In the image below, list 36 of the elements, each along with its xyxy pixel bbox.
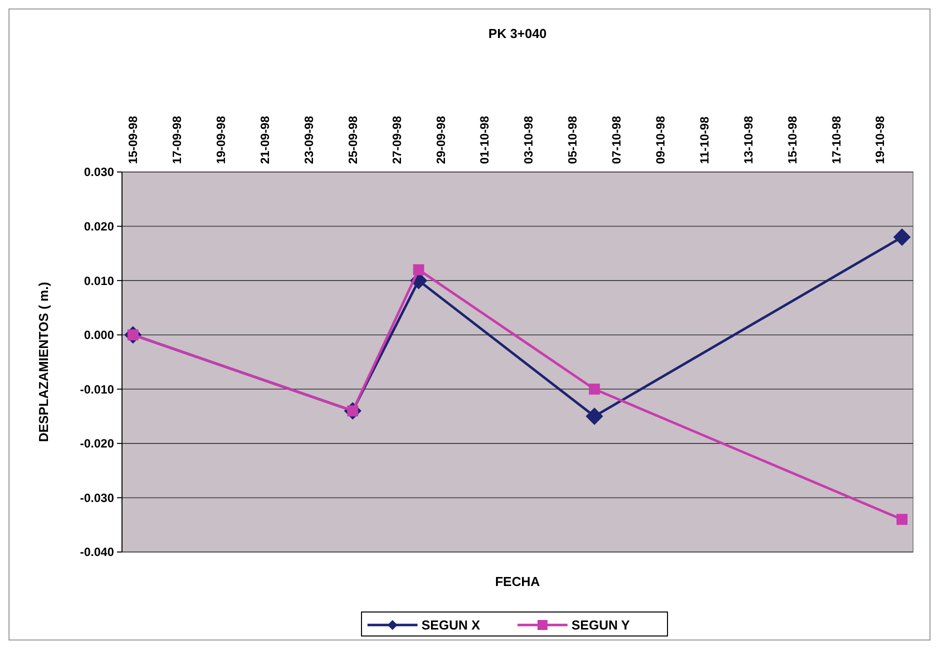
y-tick-label: -0.010 bbox=[80, 382, 114, 396]
x-tick-label: 25-09-98 bbox=[346, 116, 360, 164]
x-tick-label: 15-10-98 bbox=[785, 116, 800, 164]
x-tick-label: 19-10-98 bbox=[873, 116, 888, 164]
legend-label: SEGUN Y bbox=[572, 618, 630, 633]
x-tick-label: 29-09-98 bbox=[434, 116, 448, 164]
x-tick-label: 21-09-98 bbox=[258, 116, 272, 164]
y-tick-label: 0.010 bbox=[84, 274, 114, 288]
x-tick-label: 11-10-98 bbox=[697, 116, 712, 164]
point bbox=[896, 514, 908, 525]
x-tick-label: 07-10-98 bbox=[610, 116, 624, 164]
point bbox=[588, 384, 600, 395]
x-tick-label: 27-09-98 bbox=[390, 116, 404, 164]
point bbox=[586, 408, 603, 425]
x-tick-label: 13-10-98 bbox=[741, 116, 756, 164]
y-tick-label: -0.020 bbox=[80, 436, 114, 451]
y-tick-label: -0.030 bbox=[80, 490, 114, 505]
x-tick-label: 17-10-98 bbox=[829, 116, 844, 164]
x-tick-label: 19-09-98 bbox=[214, 116, 228, 164]
x-tick-label: 23-09-98 bbox=[302, 116, 316, 164]
x-tick-label: 09-10-98 bbox=[654, 116, 668, 164]
point bbox=[413, 264, 424, 276]
y-axis-title: DESPLAZAMIENTOS ( m.) bbox=[36, 282, 51, 442]
x-tick-label: 05-10-98 bbox=[566, 116, 580, 164]
chart-title: PK 3+040 bbox=[488, 26, 547, 41]
x-tick-label: 15-09-98 bbox=[126, 116, 140, 164]
y-tick-label: 0.030 bbox=[84, 165, 114, 180]
y-tick-label: 0.020 bbox=[84, 219, 114, 234]
x-tick-label: 03-10-98 bbox=[522, 116, 536, 164]
point bbox=[894, 228, 911, 246]
y-tick-label: 0.000 bbox=[84, 328, 114, 342]
x-axis-title: FECHA bbox=[495, 574, 540, 589]
x-tick-label: 01-10-98 bbox=[478, 116, 492, 164]
x-tick-label: 17-09-98 bbox=[170, 116, 184, 164]
y-tick-label: -0.040 bbox=[80, 545, 114, 560]
legend-label: SEGUN X bbox=[422, 618, 480, 633]
